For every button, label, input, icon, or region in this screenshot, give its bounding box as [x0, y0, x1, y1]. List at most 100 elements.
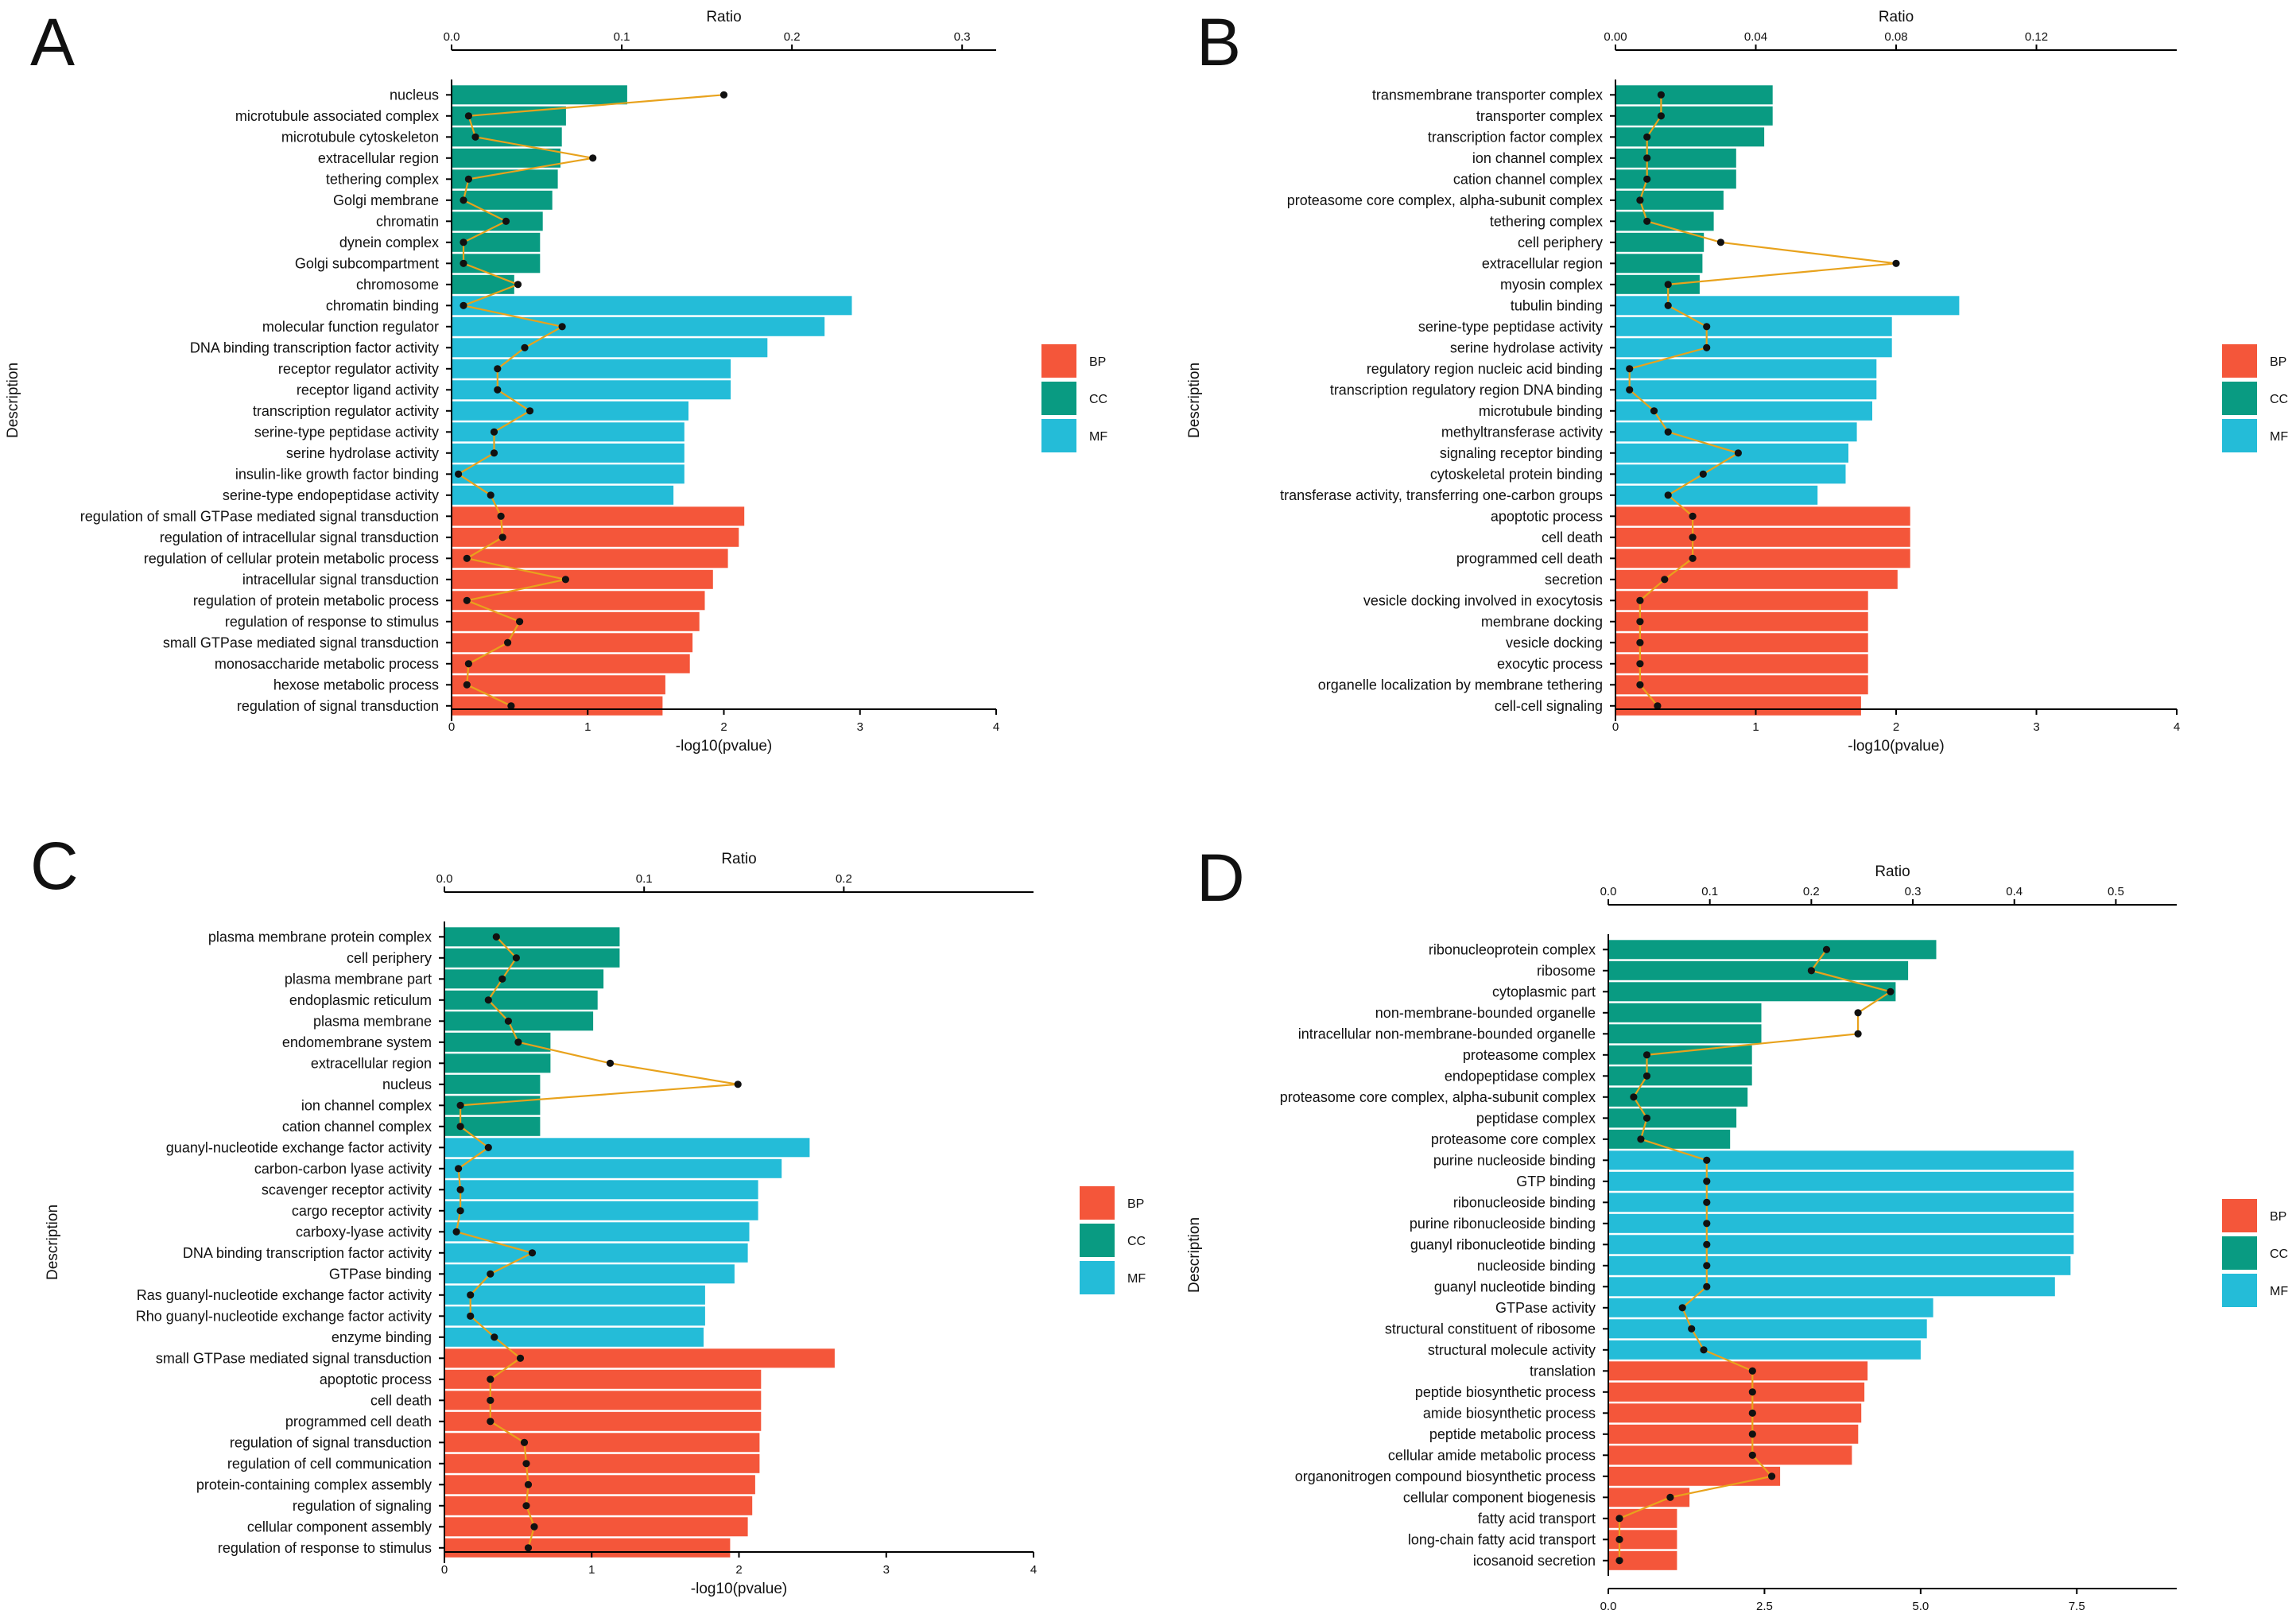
term-label: secretion: [1545, 572, 1603, 588]
bar: [1608, 1424, 1859, 1444]
bar: [1615, 633, 1868, 653]
bar: [1615, 591, 1868, 611]
ratio-point: [1892, 259, 1900, 267]
ratio-point: [522, 1460, 530, 1468]
term-label: cytoskeletal protein binding: [1430, 466, 1603, 482]
bar: [1608, 960, 1909, 980]
ratio-point: [1636, 681, 1644, 689]
bar: [444, 1517, 748, 1537]
legend-swatch: [1080, 1261, 1115, 1294]
term-label: regulation of cellular protein metabolic…: [144, 550, 439, 566]
ratio-point: [1654, 702, 1662, 710]
bar: [1615, 190, 1724, 210]
bar: [444, 990, 598, 1010]
ratio-point: [530, 1523, 538, 1531]
bar: [1615, 380, 1877, 400]
term-label: monosaccharide metabolic process: [215, 656, 439, 672]
term-label: intracellular non-membrane-bounded organ…: [1298, 1026, 1596, 1042]
x-tick-label: 4: [2174, 720, 2180, 734]
y-axis-title: Description: [1186, 1217, 1203, 1293]
term-label: amide biosynthetic process: [1423, 1405, 1596, 1421]
ratio-point: [512, 954, 521, 962]
ratio-point: [1643, 154, 1651, 162]
ratio-tick-label: 0.5: [2108, 885, 2124, 898]
legend-label: CC: [2270, 1247, 2288, 1261]
ratio-point: [1678, 1304, 1686, 1312]
ratio-point: [487, 1270, 494, 1278]
bar: [444, 969, 604, 989]
term-label: guanyl nucleotide binding: [1434, 1278, 1596, 1294]
x-tick-label: 0.0: [1600, 1600, 1617, 1613]
bar: [1608, 1129, 1731, 1149]
ratio-point: [1636, 596, 1644, 604]
x-axis-title: -log10(pvalue): [691, 1581, 787, 1597]
legend-label: BP: [1089, 355, 1106, 369]
ratio-point: [487, 1396, 494, 1404]
bar: [1608, 1045, 1752, 1065]
ratio-point: [719, 91, 728, 99]
term-label: extracellular region: [311, 1055, 432, 1071]
term-label: carbon-carbon lyase activity: [254, 1161, 432, 1177]
bar: [444, 1453, 760, 1473]
bar: [1615, 148, 1736, 168]
bar: [452, 127, 562, 147]
term-label: nucleus: [390, 87, 439, 103]
term-label: tethering complex: [326, 171, 439, 187]
bar: [444, 1138, 810, 1158]
bar: [1608, 1277, 2055, 1297]
term-label: receptor ligand activity: [297, 382, 439, 398]
term-label: serine-type peptidase activity: [1418, 319, 1603, 335]
term-label: serine hydrolase activity: [1450, 339, 1603, 355]
term-label: nucleoside binding: [1477, 1258, 1596, 1274]
bar: [1615, 485, 1818, 505]
term-label: organelle localization by membrane tethe…: [1318, 677, 1603, 693]
term-label: regulation of signal transduction: [237, 698, 439, 714]
bar: [452, 675, 665, 695]
ratio-point: [1768, 1472, 1776, 1480]
ratio-point: [1703, 1156, 1711, 1164]
bar: [1615, 274, 1700, 294]
term-label: cell death: [1542, 530, 1603, 545]
ratio-point: [1887, 987, 1895, 995]
ratio-point: [561, 576, 570, 584]
bar: [444, 1180, 758, 1200]
ratio-point: [460, 196, 467, 204]
term-label: Golgi subcompartment: [295, 255, 439, 271]
legend-swatch: [2222, 1199, 2257, 1232]
ratio-point: [1642, 1114, 1651, 1122]
term-label: cell periphery: [347, 950, 432, 966]
legend-label: MF: [1127, 1272, 1146, 1286]
term-label: protein-containing complex assembly: [196, 1476, 432, 1492]
bar: [1615, 232, 1705, 252]
bar: [452, 211, 543, 231]
bar: [444, 1032, 551, 1052]
ratio-tick-label: 0.0: [1600, 885, 1617, 898]
ratio-point: [460, 239, 467, 246]
legend-label: MF: [2270, 430, 2288, 444]
ratio-point: [1636, 660, 1644, 668]
bar: [444, 1011, 594, 1031]
term-label: guanyl ribonucleotide binding: [1410, 1236, 1596, 1252]
legend-label: CC: [2270, 393, 2288, 406]
bar: [1615, 296, 1960, 316]
ratio-tick-label: 0.1: [614, 30, 630, 44]
ratio-point: [1643, 175, 1651, 183]
panel-letter: C: [30, 828, 79, 903]
term-label: regulation of response to stimulus: [218, 1540, 432, 1556]
term-label: GTPase binding: [329, 1266, 432, 1282]
term-label: Ras guanyl-nucleotide exchange factor ac…: [137, 1287, 432, 1303]
ratio-point: [1657, 91, 1665, 99]
ratio-tick-label: 0.0: [436, 872, 453, 886]
term-label: vesicle docking involved in exocytosis: [1363, 592, 1603, 608]
y-axis-title: Description: [1186, 363, 1203, 438]
ratio-point: [520, 1438, 529, 1446]
term-label: programmed cell death: [285, 1414, 432, 1430]
term-label: dynein complex: [339, 235, 439, 250]
legend-swatch: [1041, 382, 1076, 415]
ratio-point: [734, 1081, 742, 1088]
term-label: small GTPase mediated signal transductio…: [163, 634, 439, 650]
bar: [452, 401, 688, 421]
term-label: cell-cell signaling: [1495, 698, 1603, 714]
ratio-point: [1703, 1262, 1711, 1270]
